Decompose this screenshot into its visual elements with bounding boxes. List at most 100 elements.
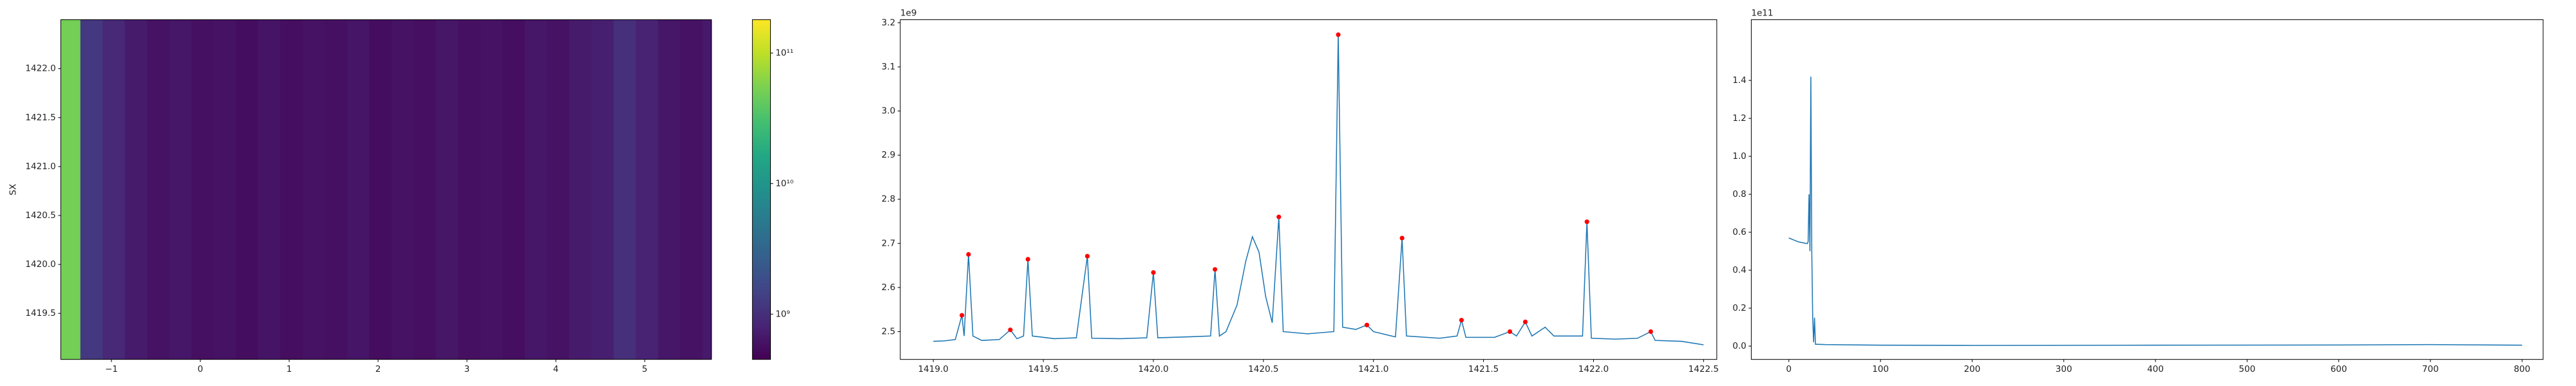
y-tick-label: 2.6 <box>882 282 896 293</box>
y-tick-label: 2.9 <box>882 150 896 160</box>
heatmap-cell <box>702 19 712 360</box>
y-tick-label: 1421.0 <box>25 161 55 172</box>
peak-marker <box>1025 257 1030 262</box>
y-tick-label: 0.4 <box>1732 265 1747 275</box>
colorbar-tick-label: 10⁹ <box>775 309 790 319</box>
peak-marker <box>1522 319 1528 324</box>
y-tick-label: 3.1 <box>882 62 896 72</box>
axes-frame <box>900 19 1718 360</box>
x-tick-label: 800 <box>2514 364 2530 374</box>
heatmap-cell <box>213 19 237 360</box>
x-tick-label: 1422.0 <box>1578 364 1609 374</box>
x-tick-label: 400 <box>2147 364 2164 374</box>
heatmap-cell <box>658 19 681 360</box>
x-tick-label: 500 <box>2239 364 2255 374</box>
heatmap-cell <box>591 19 614 360</box>
peak-marker <box>1008 327 1013 333</box>
x-tick-label: 1420.0 <box>1138 364 1168 374</box>
y-tick-label: 3.2 <box>882 17 896 28</box>
x-tick-label: 1421.5 <box>1468 364 1499 374</box>
colorbar <box>752 19 771 360</box>
peak-marker <box>960 313 965 318</box>
y-tick-label: 1.4 <box>1732 75 1747 86</box>
peak-marker <box>1084 253 1090 259</box>
heatmap-cell <box>124 19 148 360</box>
heatmap-cell <box>325 19 348 360</box>
heatmap-cell <box>413 19 437 360</box>
x-tick-label: 1 <box>287 364 292 374</box>
x-tick-label: 1422.5 <box>1689 364 1719 374</box>
heatmap-cell <box>61 19 81 360</box>
x-tick-label: −1 <box>105 364 118 374</box>
y-tick-label: 0.0 <box>1732 341 1747 351</box>
heatmap-cell <box>680 19 703 360</box>
y-tick-label: 2.7 <box>882 238 896 248</box>
y-tick-label: 0.8 <box>1732 189 1747 199</box>
x-tick-label: 1421.0 <box>1358 364 1388 374</box>
y-tick-label: 1.0 <box>1732 151 1747 161</box>
data-line <box>933 34 1704 345</box>
x-tick-label: 1420.5 <box>1248 364 1278 374</box>
x-tick-label: 0 <box>1786 364 1792 374</box>
colorbar-tick-label: 10¹¹ <box>775 48 793 58</box>
peak-marker <box>1459 318 1464 323</box>
heatmap-cell <box>547 19 570 360</box>
peak-marker <box>1364 322 1370 327</box>
y-tick-label: 2.5 <box>882 326 896 336</box>
y-tick-label: 1420.0 <box>25 259 55 270</box>
heatmap-cell <box>169 19 193 360</box>
x-tick-label: 200 <box>1964 364 1980 374</box>
y-tick-label: 1421.5 <box>25 113 55 123</box>
x-tick-label: 1419.0 <box>918 364 949 374</box>
y-tick-label: 2.8 <box>882 194 896 205</box>
x-tick-label: 700 <box>2422 364 2439 374</box>
peak-marker <box>1399 235 1405 241</box>
peak-marker <box>966 252 971 257</box>
x-tick-label: 3 <box>464 364 470 374</box>
heatmap-cell <box>502 19 526 360</box>
heatmap-cell <box>147 19 170 360</box>
x-tick-label: 2 <box>375 364 381 374</box>
heatmap-cell <box>102 19 126 360</box>
y-tick-label: 1.2 <box>1732 113 1747 124</box>
peak-marker <box>1584 219 1589 225</box>
x-tick-label: 0 <box>198 364 204 374</box>
y-axis-label: SX <box>8 184 18 196</box>
peak-marker <box>1151 270 1156 275</box>
y-tick-label: 1419.5 <box>25 308 55 318</box>
peak-marker <box>1508 329 1513 335</box>
heatmap-cell <box>302 19 326 360</box>
heatmap-cell <box>613 19 637 360</box>
heatmap-cell <box>524 19 548 360</box>
x-tick-label: 5 <box>642 364 648 374</box>
heatmap-cell <box>258 19 281 360</box>
y-tick-label: 1420.5 <box>25 210 55 221</box>
heatmap-cell <box>480 19 504 360</box>
peak-marker <box>1213 267 1218 272</box>
y-tick-label: 0.6 <box>1732 227 1747 237</box>
x-tick-label: 600 <box>2331 364 2347 374</box>
x-tick-label: 100 <box>1872 364 1889 374</box>
axes-frame <box>1750 19 2544 360</box>
heatmap-cell <box>346 19 370 360</box>
y-tick-label: 1422.0 <box>25 64 55 74</box>
peak-marker <box>1276 214 1282 219</box>
heatmap-cell <box>391 19 415 360</box>
peak-marker <box>1336 32 1341 37</box>
heatmap-cell <box>236 19 259 360</box>
heatmap-cell <box>458 19 481 360</box>
heatmap-cell <box>280 19 303 360</box>
colorbar-tick-label: 10¹⁰ <box>775 178 793 188</box>
x-tick-label: 300 <box>2056 364 2072 374</box>
heatmap-cell <box>191 19 214 360</box>
peak-marker <box>1648 329 1653 335</box>
data-line <box>1788 77 2523 346</box>
x-tick-label: 4 <box>553 364 559 374</box>
heatmap-cell <box>569 19 592 360</box>
y-tick-label: 0.2 <box>1732 303 1747 313</box>
heatmap-cell <box>636 19 659 360</box>
axis-offset-label: 1e9 <box>900 8 917 18</box>
axes-frame <box>60 19 712 360</box>
axis-offset-label: 1e11 <box>1751 8 1773 18</box>
